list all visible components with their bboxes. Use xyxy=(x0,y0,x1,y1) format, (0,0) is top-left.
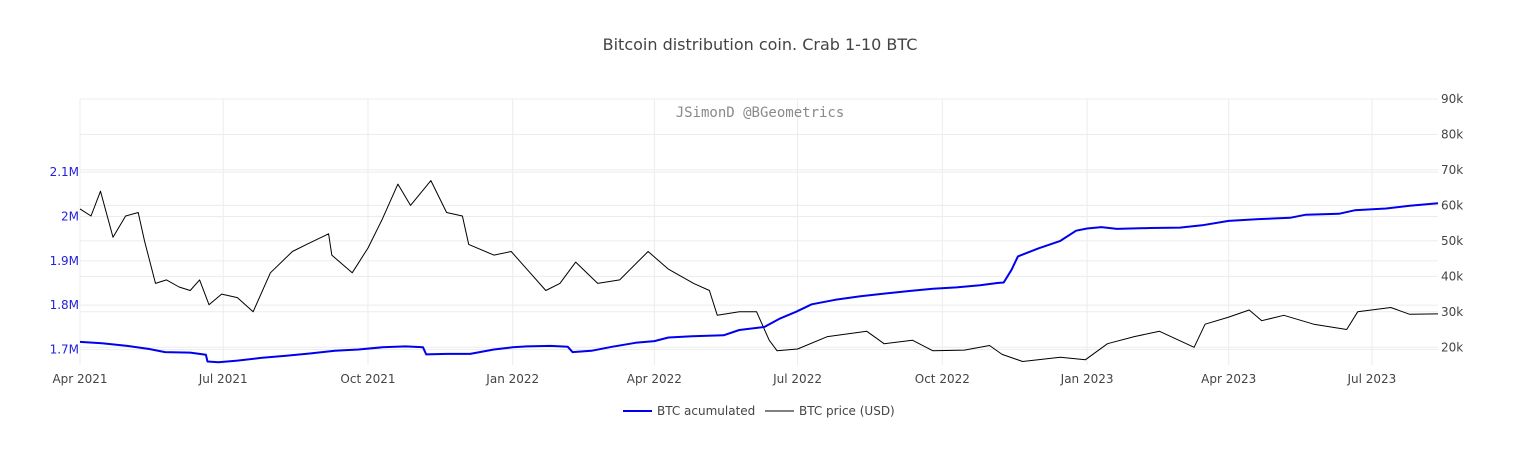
series-line-btc-accumulated[interactable] xyxy=(79,202,1439,364)
series-line-btc-price[interactable] xyxy=(79,180,1439,362)
x-tick-label: Apr 2023 xyxy=(1201,372,1256,386)
x-tick-label: Apr 2021 xyxy=(52,372,107,386)
y-left-tick-label: 2.1M xyxy=(50,165,79,179)
y-right-tick-label: 60k xyxy=(1441,198,1463,212)
y-right-tick-label: 20k xyxy=(1441,340,1463,354)
y-right-tick-label: 50k xyxy=(1441,234,1463,248)
x-tick-label: Oct 2022 xyxy=(915,372,970,386)
y-right-tick-label: 70k xyxy=(1441,163,1463,177)
x-tick-label: Jul 2022 xyxy=(772,372,822,386)
y-right-tick-label: 40k xyxy=(1441,269,1463,283)
x-tick-label: Jan 2023 xyxy=(1060,372,1114,386)
y-left-tick-label: 1.7M xyxy=(50,342,79,356)
legend-label-btc-price: BTC price (USD) xyxy=(799,404,895,418)
legend-item-btc-accumulated[interactable]: BTC acumulated xyxy=(623,404,755,418)
x-tick-label: Jul 2021 xyxy=(198,372,248,386)
x-tick-label: Jul 2023 xyxy=(1346,372,1396,386)
x-tick-label: Apr 2022 xyxy=(627,372,682,386)
y-left-tick-label: 1.8M xyxy=(50,298,79,312)
y-right-tick-label: 30k xyxy=(1441,305,1463,319)
x-tick-label: Oct 2021 xyxy=(340,372,395,386)
chart-title: Bitcoin distribution coin. Crab 1-10 BTC xyxy=(603,35,918,54)
y-left-tick-label: 1.9M xyxy=(50,254,79,268)
axis-layer: Apr 2021 Jul 2021 Oct 2021 Jan 2022 Apr 2022… xyxy=(50,92,1464,386)
y-right-tick-label: 90k xyxy=(1441,92,1463,106)
x-tick-label: Jan 2022 xyxy=(485,372,539,386)
legend[interactable]: BTC acumulated BTC price (USD) xyxy=(623,404,895,418)
y-right-tick-label: 80k xyxy=(1441,127,1463,141)
legend-item-btc-price[interactable]: BTC price (USD) xyxy=(765,404,895,418)
legend-label-btc-accumulated: BTC acumulated xyxy=(657,404,755,418)
watermark-text: JSimonD @BGeometrics xyxy=(676,105,845,121)
y-left-tick-label: 2M xyxy=(61,209,79,223)
series-layer xyxy=(79,180,1439,364)
grid-layer xyxy=(79,98,1438,365)
